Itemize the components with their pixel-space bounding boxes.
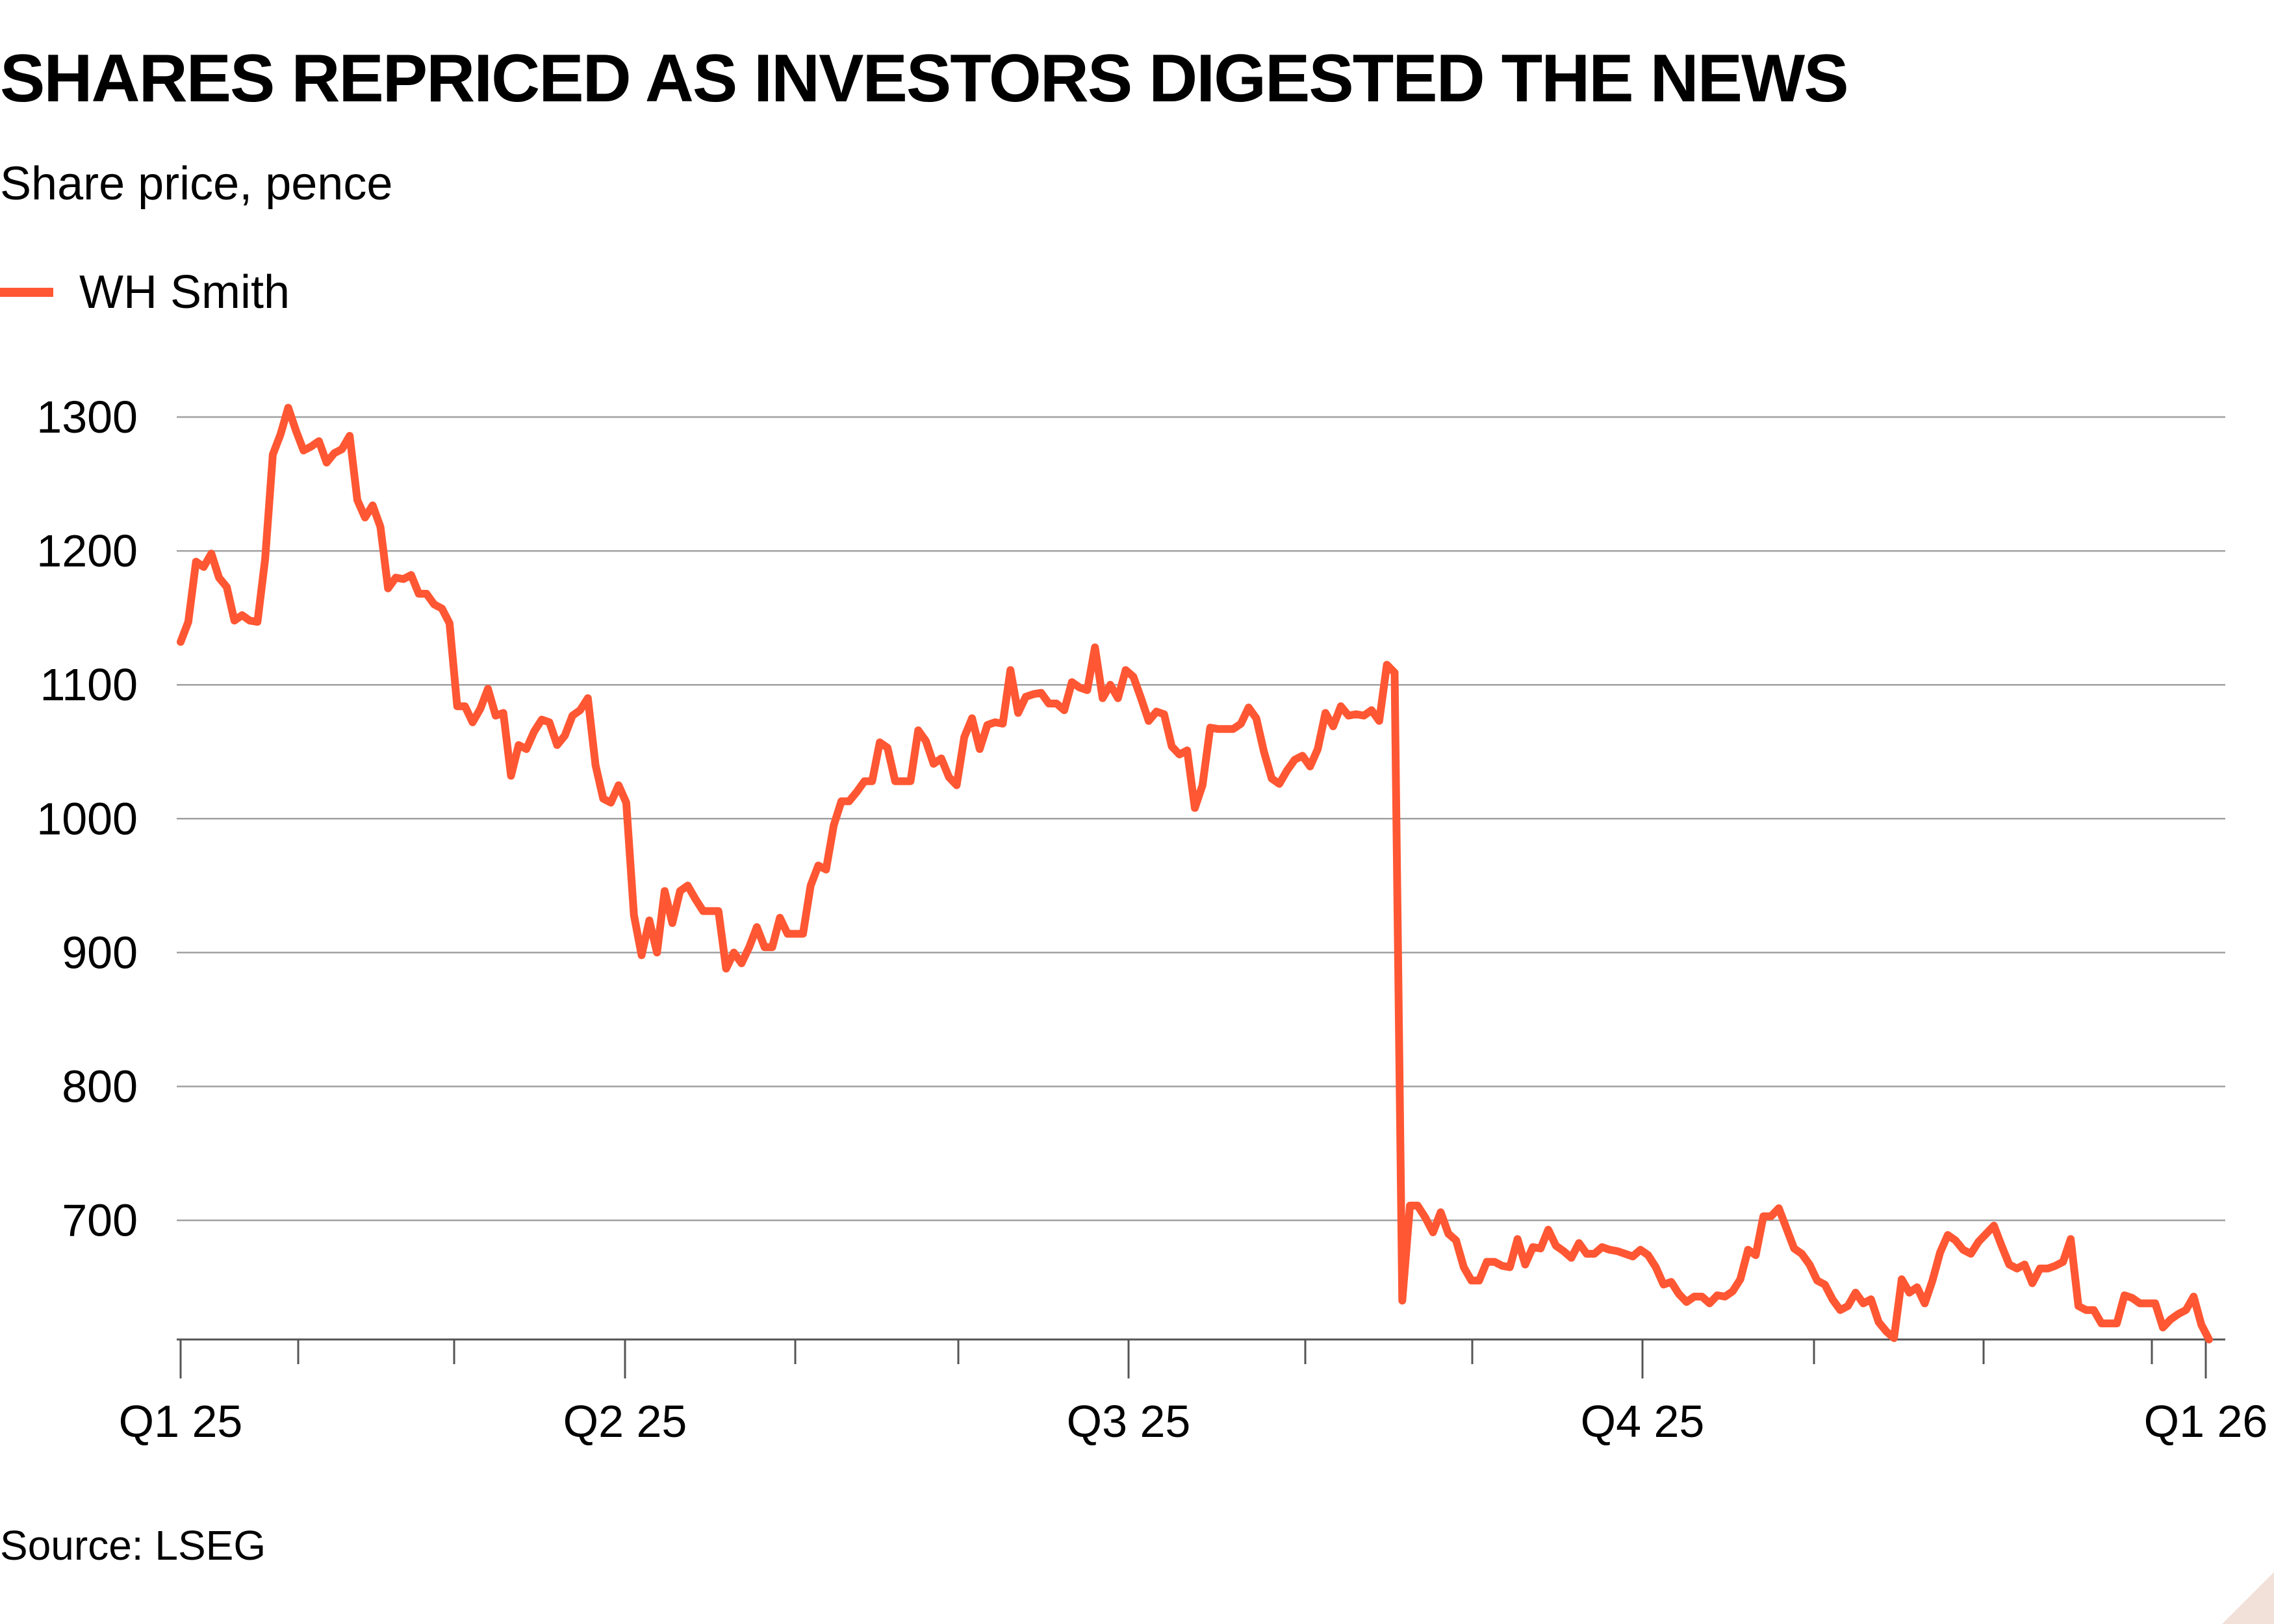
x-tick-label: Q2 25 — [563, 1396, 687, 1447]
y-tick-label: 800 — [62, 1061, 138, 1111]
line-chart: 700 800 900 1000 1100 1200 1300 Q1 25 Q2 25 Q3 2… — [36, 392, 2268, 1447]
y-tick-label: 700 — [62, 1195, 138, 1246]
y-tick-label: 1300 — [36, 392, 138, 442]
y-tick-label: 1000 — [36, 793, 138, 844]
legend-swatch — [0, 288, 53, 297]
source-note: Source: LSEG — [0, 1522, 266, 1569]
legend: WH Smith — [0, 263, 290, 322]
chart-subtitle: Share price, pence — [0, 158, 393, 210]
legend-label: WH Smith — [79, 266, 290, 318]
y-tick-label: 1200 — [36, 526, 138, 576]
corner-fold — [2222, 1572, 2274, 1624]
x-axis: Q1 25 Q2 25 Q3 25 Q4 25 Q1 26 — [119, 1338, 2268, 1447]
gridlines — [177, 416, 2225, 1221]
y-tick-label: 900 — [62, 927, 138, 978]
x-tick-label: Q4 25 — [1581, 1396, 1705, 1447]
x-tick-label: Q1 26 — [2144, 1396, 2268, 1447]
x-tick-label: Q3 25 — [1067, 1396, 1191, 1447]
series-line-wh-smith — [177, 403, 2213, 1343]
chart-title: SHARES REPRICED AS INVESTORS DIGESTED TH… — [0, 41, 1849, 116]
x-tick-label: Q1 25 — [119, 1396, 243, 1447]
y-axis: 700 800 900 1000 1100 1200 1300 — [36, 392, 138, 1246]
y-tick-label: 1100 — [40, 659, 138, 710]
